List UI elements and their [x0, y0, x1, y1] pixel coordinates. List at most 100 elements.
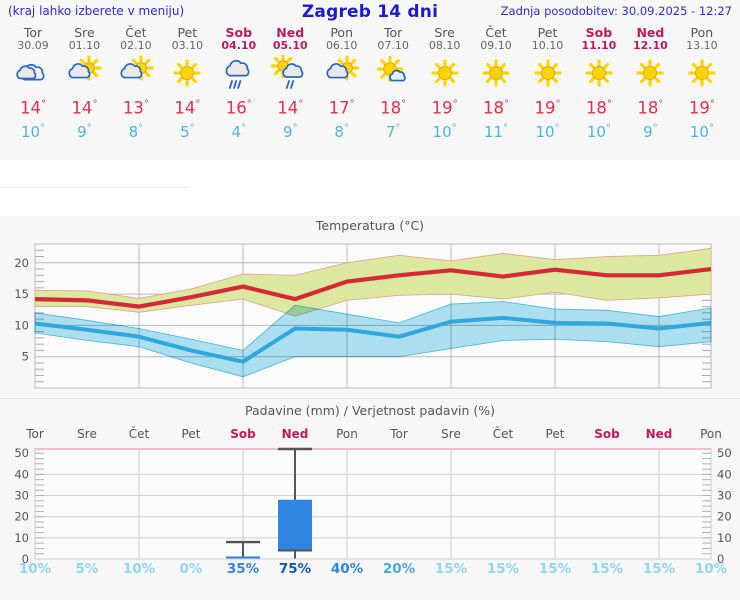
forecast-day-column: Ned 12.10 18° 9°: [624, 26, 676, 142]
svg-text:20: 20: [717, 510, 732, 524]
temperature-min: 10°: [432, 122, 457, 141]
temperature-max: 14°: [71, 98, 98, 118]
day-date: 11.10: [581, 39, 617, 52]
rain-icon: [213, 55, 265, 93]
day-name: Sob: [225, 25, 253, 40]
chart-divider: [0, 398, 740, 399]
precipitation-chart: Padavine (mm) / Verjetnost padavin (%) T…: [0, 399, 740, 599]
last-update: Zadnja posodobitev: 30.09.2025 - 12:27: [500, 4, 732, 18]
day-name: Pon: [690, 25, 714, 40]
precipitation-probability-label: 0%: [179, 561, 203, 577]
sun-small-cloud-icon: [367, 55, 419, 93]
svg-text:10: 10: [14, 318, 29, 332]
precipitation-probability-label: 40%: [330, 561, 364, 577]
svg-text:30: 30: [14, 489, 29, 503]
precipitation-day-label: Tor: [390, 427, 408, 441]
precipitation-day-label: Ned: [281, 427, 309, 441]
svg-text:15: 15: [14, 287, 29, 301]
day-date: 09.10: [480, 39, 512, 52]
day-name: Pet: [537, 25, 558, 40]
temperature-max: 17°: [328, 98, 355, 118]
forecast-day-column: Čet 02.10 13° 8°: [110, 26, 162, 142]
precipitation-day-label: Pet: [181, 427, 201, 441]
sunny-icon: [676, 55, 728, 93]
temperature-max: 18°: [637, 98, 664, 118]
day-name: Čet: [125, 25, 147, 40]
forecast-day-column: Pon 06.10 17° 8°: [316, 26, 368, 142]
precipitation-probability-label: 10%: [18, 561, 52, 577]
precipitation-probability-label: 20%: [382, 561, 416, 577]
precipitation-probability-label: 35%: [226, 561, 260, 577]
svg-text:5: 5: [22, 350, 29, 364]
temperature-max: 14°: [20, 98, 46, 118]
forecast-day-column: Tor 07.10 18° 7°: [367, 26, 419, 142]
day-date: 04.10: [221, 39, 257, 52]
precipitation-day-label: Tor: [26, 427, 44, 441]
forecast-day-column: Ned 05.10 14° 9°: [264, 26, 316, 142]
daily-forecast-strip: Tor 30.09 14° 10° Sre 01.10 14° 9° Čet 02.10 13° 8°…: [0, 26, 740, 160]
precipitation-plot: 0 0 10 10 20 20 30 30 40 40 50 50: [14, 446, 732, 566]
precipitation-probability-label: 75%: [278, 561, 312, 577]
precipitation-day-label: Sre: [441, 427, 461, 441]
precipitation-day-label: Ned: [645, 427, 673, 441]
day-name: Sob: [585, 25, 613, 40]
temperature-max: 13°: [122, 98, 149, 118]
precipitation-probability-label: 15%: [590, 561, 624, 577]
precipitation-day-label: Sob: [230, 427, 256, 441]
sunny-icon: [419, 55, 471, 93]
svg-text:50: 50: [14, 446, 29, 460]
precipitation-day-label: Pet: [545, 427, 565, 441]
partly-sunny-icon: [58, 55, 110, 93]
day-date: 05.10: [272, 39, 308, 52]
temperature-plot: 5 10 15 20: [14, 243, 712, 389]
day-date: 01.10: [68, 39, 101, 52]
forecast-day-column: Sre 08.10 19° 10°: [419, 26, 471, 142]
forecast-day-column: Sre 01.10 14° 9°: [58, 26, 110, 142]
day-date: 13.10: [686, 39, 718, 52]
svg-text:50: 50: [717, 446, 732, 460]
svg-text:0: 0: [717, 552, 724, 566]
precipitation-probability-label: 10%: [122, 561, 156, 577]
temperature-max: 18°: [483, 98, 510, 118]
temperature-min: 7°: [385, 122, 401, 141]
day-date: 30.09: [17, 39, 49, 52]
svg-text:20: 20: [14, 510, 29, 524]
page-header: (kraj lahko izberete v meniju) Zagreb 14…: [0, 0, 740, 26]
precipitation-probability-label: 5%: [75, 561, 99, 577]
svg-text:30: 30: [717, 489, 732, 503]
temperature-min: 10°: [689, 122, 714, 141]
temperature-min: 9°: [77, 122, 92, 141]
day-name: Ned: [636, 25, 665, 40]
day-date: 03.10: [171, 39, 204, 52]
sunny-icon: [470, 55, 522, 93]
precipitation-day-label: Sre: [77, 427, 97, 441]
forecast-day-column: Pet 03.10 14° 5°: [161, 26, 213, 142]
sunny-icon: [573, 55, 625, 93]
svg-text:10: 10: [717, 531, 732, 545]
temperature-max: 18°: [585, 98, 612, 118]
precipitation-probability-label: 10%: [694, 561, 728, 577]
svg-text:20: 20: [14, 256, 29, 270]
precipitation-chart-title: Padavine (mm) / Verjetnost padavin (%): [245, 403, 495, 418]
sun-rain-icon: [264, 55, 316, 93]
temperature-chart-title: Temperatura (°C): [315, 218, 425, 233]
svg-text:10: 10: [14, 531, 29, 545]
day-name: Čet: [485, 25, 507, 40]
precipitation-day-label: Pon: [336, 427, 358, 441]
temperature-max: 14°: [277, 98, 304, 118]
svg-text:40: 40: [717, 467, 732, 481]
precipitation-probability-label: 15%: [642, 561, 676, 577]
forecast-day-column: Pon 13.10 19° 10°: [676, 26, 728, 142]
precipitation-probability-label: 15%: [538, 561, 572, 577]
precipitation-day-label: Čet: [128, 427, 150, 441]
day-name: Pet: [177, 25, 198, 40]
sunny-icon: [522, 55, 574, 93]
temperature-min: 10°: [535, 122, 560, 141]
temperature-max: 19°: [688, 98, 715, 118]
forecast-day-column: Tor 30.09 14° 10°: [7, 26, 59, 142]
partly-sunny-icon: [316, 55, 368, 93]
forecast-day-column: Pet 10.10 19° 10°: [522, 26, 574, 142]
precipitation-day-label: Čet: [492, 427, 514, 441]
temperature-min: 10°: [586, 122, 611, 141]
forecast-day-column: Čet 09.10 18° 11°: [470, 26, 522, 142]
